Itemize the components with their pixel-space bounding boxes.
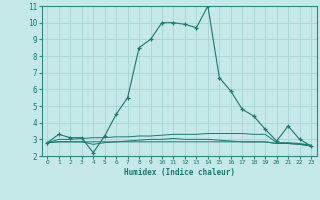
X-axis label: Humidex (Indice chaleur): Humidex (Indice chaleur)	[124, 168, 235, 177]
